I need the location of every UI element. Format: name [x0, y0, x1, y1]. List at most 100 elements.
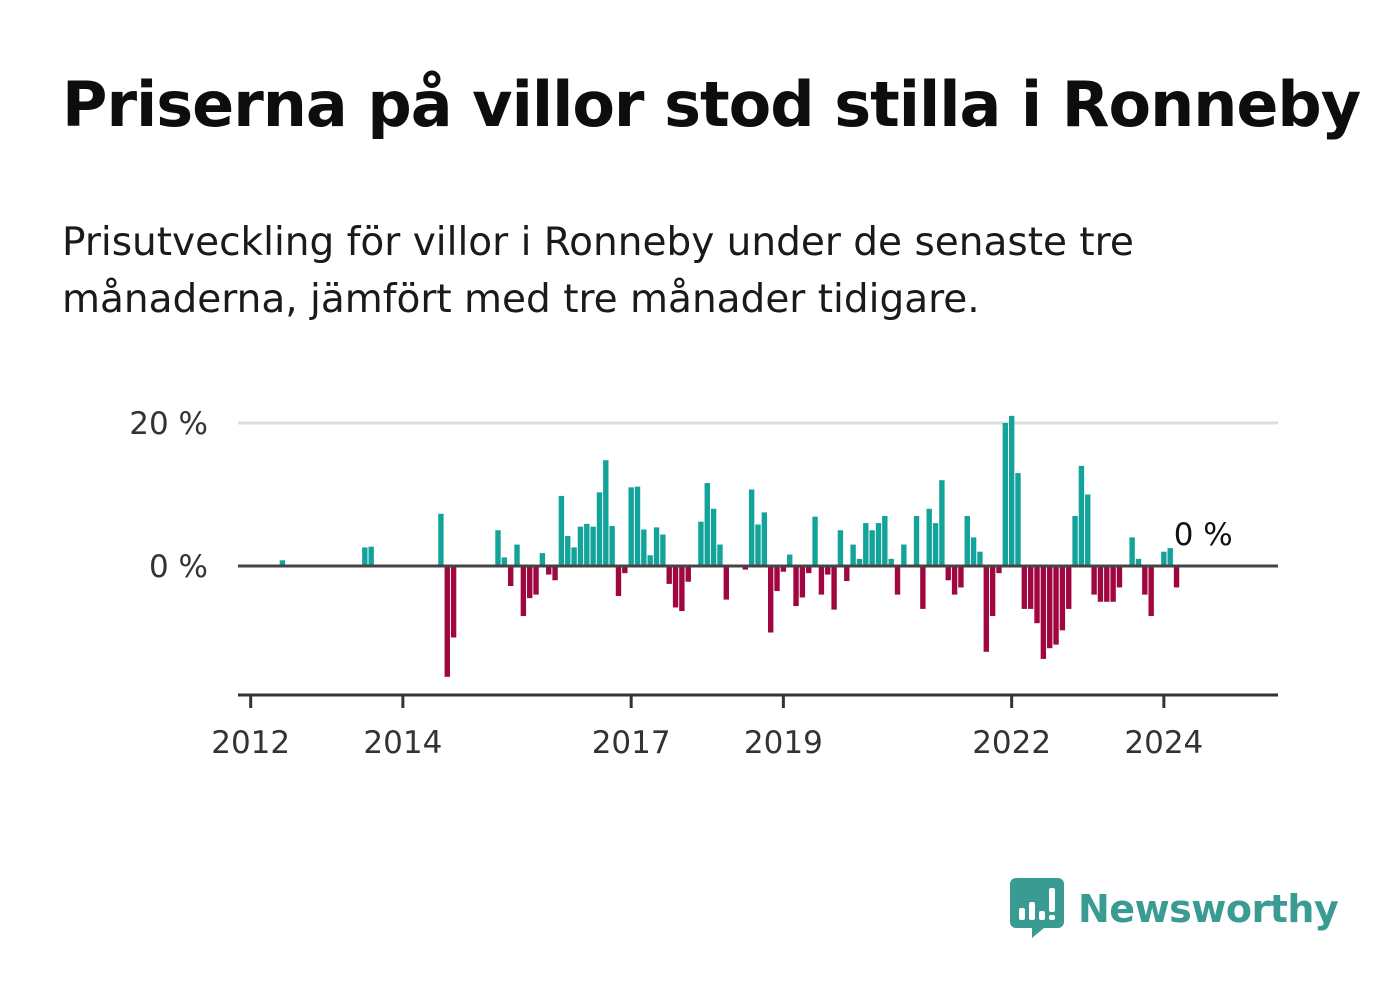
x-tick-label: 2014	[363, 725, 442, 761]
bar-positive	[863, 523, 869, 566]
bar-positive	[875, 523, 882, 566]
bar-positive	[1167, 548, 1173, 567]
label-layer: 0 % 20 % 2012 2014 2017 2019 2022 2024 0 %	[129, 406, 1233, 761]
bar-negative	[983, 566, 989, 652]
bar-positive	[717, 544, 723, 566]
chart-subtitle: Prisutveckling för villor i Ronneby unde…	[62, 220, 1134, 322]
bar-positive	[1008, 415, 1015, 566]
bar-positive	[628, 487, 634, 566]
bar-positive	[710, 508, 717, 566]
bar-positive	[1129, 537, 1135, 566]
bar-negative	[546, 566, 552, 575]
bar-positive	[501, 557, 508, 566]
bar-positive	[438, 513, 444, 566]
bar-positive	[939, 480, 945, 566]
bar-positive	[584, 523, 590, 567]
newsworthy-logo-icon	[1010, 878, 1064, 938]
bar-negative	[622, 566, 628, 574]
y-tick-label: 20 %	[129, 406, 208, 442]
bar-positive	[901, 544, 907, 566]
bar-negative	[894, 566, 901, 595]
bar-positive	[882, 515, 888, 566]
bar-negative	[1116, 566, 1123, 588]
bar-positive	[1002, 423, 1009, 566]
bars-layer	[279, 415, 1180, 677]
bar-positive	[926, 508, 932, 566]
bar-negative	[1097, 566, 1104, 602]
bar-positive	[634, 486, 641, 566]
bar-negative	[825, 566, 831, 575]
bar-positive	[704, 483, 710, 566]
bar-negative	[1059, 566, 1066, 631]
bar-negative	[996, 566, 1002, 574]
bar-negative	[1040, 566, 1047, 659]
x-tick-label: 2017	[592, 725, 671, 761]
bar-negative	[920, 566, 926, 609]
bar-positive	[1015, 473, 1021, 566]
bar-negative	[989, 566, 996, 617]
bar-positive	[761, 512, 768, 567]
bar-negative	[1021, 566, 1028, 609]
bar-negative	[552, 566, 558, 581]
bar-negative	[767, 566, 774, 633]
bar-negative	[685, 566, 691, 582]
bar-negative	[1047, 566, 1053, 649]
x-tick-label: 2019	[744, 725, 823, 761]
bar-positive	[856, 558, 863, 566]
bar-negative	[1053, 566, 1059, 645]
bar-positive	[577, 526, 584, 566]
bar-negative	[958, 566, 964, 588]
bar-negative	[672, 566, 679, 608]
bar-positive	[558, 495, 565, 566]
bar-positive	[748, 489, 755, 566]
bar-negative	[1091, 566, 1097, 595]
bar-negative	[945, 566, 951, 581]
y-tick-label: 0 %	[149, 549, 208, 585]
bar-positive	[755, 524, 761, 566]
bar-negative	[774, 566, 780, 592]
bar-negative	[818, 566, 825, 595]
bar-negative	[1148, 566, 1154, 617]
bar-negative	[615, 566, 622, 597]
bar-positive	[977, 551, 983, 566]
bar-positive	[1078, 465, 1085, 566]
bar-positive	[837, 530, 844, 566]
bar-positive	[1085, 494, 1091, 566]
bar-positive	[787, 554, 793, 566]
x-tick-label: 2012	[211, 725, 290, 761]
bar-positive	[596, 492, 603, 567]
bar-negative	[679, 566, 685, 612]
bar-positive	[964, 515, 970, 566]
bar-negative	[444, 566, 450, 677]
bar-positive	[495, 530, 501, 566]
bar-negative	[742, 566, 749, 570]
bar-positive	[698, 521, 704, 566]
bar-negative	[1066, 566, 1072, 609]
bar-negative	[844, 566, 850, 582]
bar-negative	[831, 566, 837, 610]
bar-positive	[279, 560, 286, 566]
bar-positive	[888, 558, 894, 566]
bar-positive	[970, 537, 977, 566]
bar-positive	[660, 534, 666, 566]
bar-positive	[1135, 558, 1142, 566]
bar-positive	[812, 516, 818, 566]
bar-positive	[539, 553, 546, 566]
brand-logo: Newsworthy	[1010, 878, 1339, 940]
latest-value-annotation: 0 %	[1174, 517, 1233, 553]
bar-negative	[1173, 566, 1180, 588]
bar-positive	[514, 544, 520, 566]
bar-negative	[1104, 566, 1110, 602]
axis-layer	[238, 564, 1278, 708]
bar-negative	[450, 566, 457, 638]
bar-negative	[666, 566, 672, 584]
x-tick-label: 2024	[1124, 725, 1203, 761]
bar-positive	[913, 515, 920, 566]
bar-positive	[647, 555, 653, 566]
bar-negative	[520, 566, 527, 617]
bar-positive	[932, 523, 939, 566]
bar-negative	[951, 566, 958, 595]
bar-negative	[1027, 566, 1034, 609]
bar-negative	[1110, 566, 1116, 602]
